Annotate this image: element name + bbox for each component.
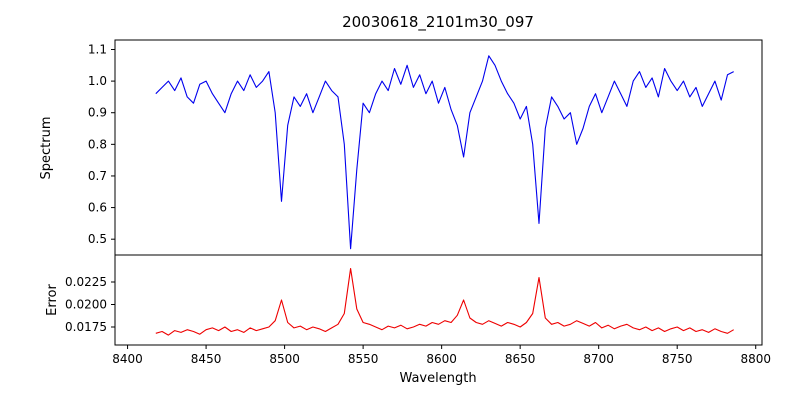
x-tick-label: 8500 <box>269 352 300 366</box>
x-tick-label: 8400 <box>112 352 143 366</box>
error-y-tick-label: 0.0225 <box>65 275 107 289</box>
x-tick-label: 8700 <box>583 352 614 366</box>
y-axis-label-spectrum: Spectrum <box>39 117 54 180</box>
spectrum-panel-frame <box>114 39 763 256</box>
error-y-tick-label: 0.0200 <box>65 298 107 312</box>
x-tick-label: 8600 <box>426 352 457 366</box>
spectrum-y-tick-label: 0.6 <box>88 201 107 215</box>
x-axis-label: Wavelength <box>399 371 476 386</box>
plot-area: 0.5 0.6 0.7 0.8 0.9 1.0 1.1 0.0175 0.0200 0.0225 8… <box>65 39 771 366</box>
error-panel-frame <box>114 254 763 346</box>
x-tick-label: 8450 <box>191 352 222 366</box>
chart-title: 20030618_2101m30_097 <box>342 13 534 32</box>
spectrum-y-tick-label: 1.1 <box>88 42 107 56</box>
x-tick-label: 8650 <box>505 352 536 366</box>
spectrum-line <box>155 55 734 250</box>
error-y-tick-label: 0.0175 <box>65 320 107 334</box>
spectrum-y-tick-label: 0.5 <box>88 232 107 246</box>
spectrum-y-tick-label: 0.7 <box>88 169 107 183</box>
spectrum-y-tick-label: 1.0 <box>88 74 107 88</box>
x-tick-label: 8800 <box>740 352 771 366</box>
spectrum-y-tick-label: 0.8 <box>88 137 107 151</box>
x-tick-label: 8550 <box>348 352 379 366</box>
x-tick-label: 8750 <box>662 352 693 366</box>
y-axis-label-error: Error <box>45 284 60 316</box>
spectrum-y-tick-label: 0.9 <box>88 106 107 120</box>
error-line <box>155 267 734 336</box>
